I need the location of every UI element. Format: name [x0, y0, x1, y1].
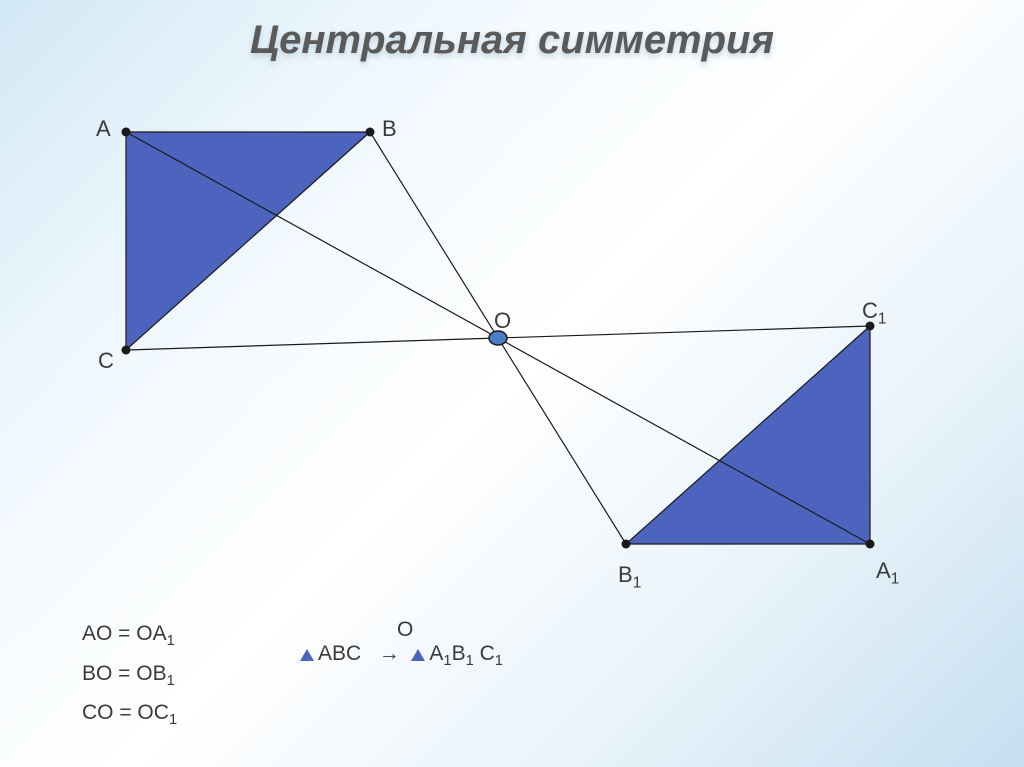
mapping-right-text: A1B1 C1 [429, 642, 503, 665]
vertex-point [866, 540, 875, 549]
point-label-A1: A1 [876, 558, 899, 588]
point-label-B: B [382, 116, 397, 142]
point-label-A: A [96, 116, 111, 142]
mapping-over-label: O [397, 618, 413, 642]
triangle-marker-right [411, 649, 425, 661]
point-label-C: C [98, 348, 114, 374]
mapping-left-text: ABC [318, 642, 361, 665]
equation-3: CO = OC1 [82, 694, 177, 734]
vertex-point [366, 128, 375, 137]
equations-block: AO = OA1 BO = OB1 CO = OC1 [82, 615, 177, 734]
page-title: Центральная симметрия [250, 18, 774, 63]
equation-1: AO = OA1 [82, 615, 177, 655]
equation-2: BO = OB1 [82, 655, 177, 695]
point-label-C1: C1 [862, 298, 886, 328]
mapping-arrow: → [379, 642, 400, 665]
vertex-point [622, 540, 631, 549]
vertex-point [122, 346, 131, 355]
point-label-B1: B1 [618, 562, 641, 592]
mapping-expression: ABC → A1B1 C1 [300, 642, 503, 669]
point-label-O: O [494, 308, 511, 334]
symmetry-diagram [0, 100, 1024, 600]
triangle-marker-left [300, 649, 314, 661]
vertex-point [122, 128, 131, 137]
